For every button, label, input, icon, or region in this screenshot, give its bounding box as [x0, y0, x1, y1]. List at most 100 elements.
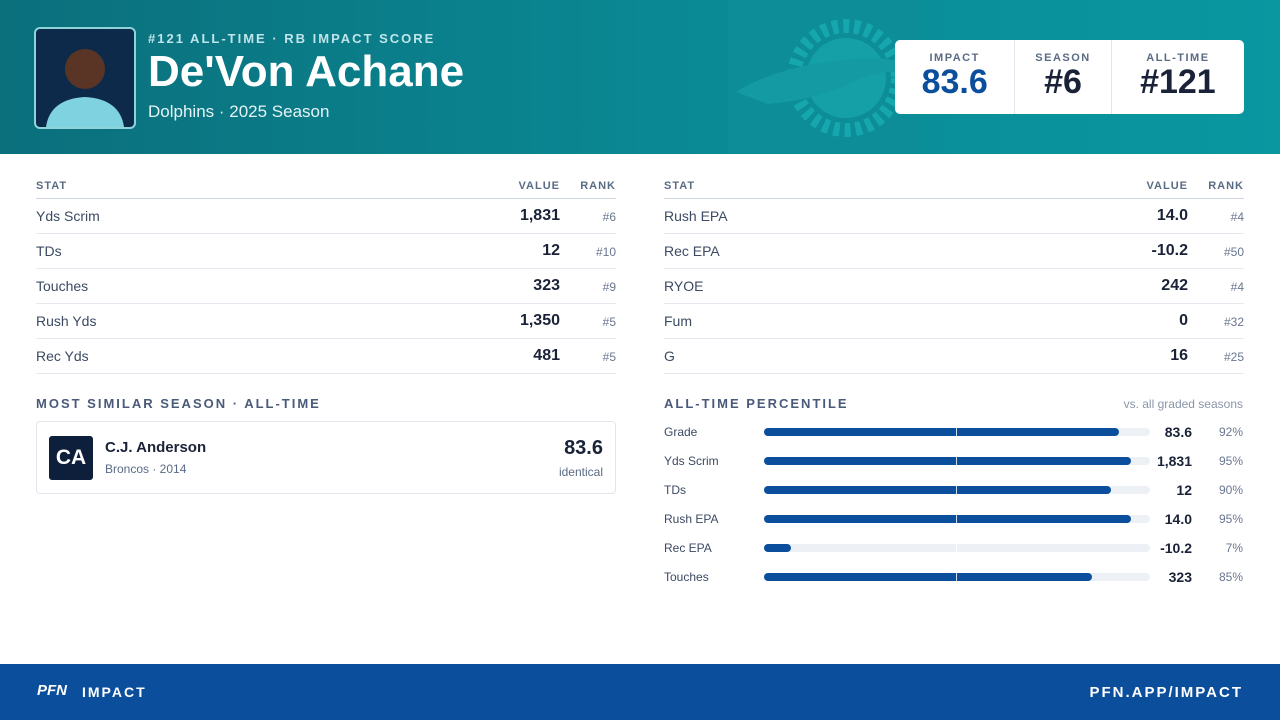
divider: [664, 198, 1244, 199]
col-header: STAT: [36, 180, 68, 192]
badge-value: #121: [1140, 63, 1216, 101]
stat-value: 12: [542, 242, 560, 259]
row-percentile: 92%: [1218, 425, 1243, 439]
stat-rank: #25: [1223, 350, 1244, 364]
stat-name: Touches: [36, 278, 89, 294]
bar: [764, 486, 1112, 494]
stat-name: TDs: [36, 243, 62, 259]
median-marker: [956, 456, 957, 466]
badge-label: ALL-TIME: [1146, 52, 1210, 64]
divider: [664, 338, 1244, 339]
row-value: 1,831: [1156, 453, 1192, 469]
stat-rank: #9: [602, 280, 616, 294]
player-name: De'Von Achane: [148, 47, 465, 96]
stat-name: Rush Yds: [36, 313, 97, 329]
row-label: Rec EPA: [664, 541, 712, 555]
row-label: Touches: [664, 570, 709, 584]
bar: [764, 428, 1120, 436]
similar-score: 83.6: [564, 437, 603, 459]
median-marker: [956, 485, 957, 495]
divider: [36, 268, 616, 269]
section-title: ALL-TIME PERCENTILE: [664, 396, 849, 411]
row-value: 14.0: [1164, 511, 1192, 527]
row-label: Yds Scrim: [664, 454, 719, 468]
stat-value: 0: [1179, 312, 1188, 329]
similar-meta: Broncos · 2014: [105, 462, 187, 476]
badge: SEASON #6: [1014, 40, 1110, 114]
similar-card: CA C.J. Anderson Broncos · 2014 83.6 identic…: [36, 421, 616, 494]
bar: [764, 573, 1093, 581]
stat-rank: #5: [602, 315, 616, 329]
stat-value: 242: [1161, 277, 1188, 294]
bar: [764, 544, 792, 552]
row-percentile: 95%: [1218, 512, 1243, 526]
stat-value: 323: [533, 277, 560, 294]
stat-value: -10.2: [1151, 242, 1188, 259]
initials: CA: [49, 436, 93, 480]
median-marker: [956, 514, 957, 524]
stat-rank: #6: [602, 210, 616, 224]
col-header: STAT: [664, 180, 696, 192]
row-value: -10.2: [1160, 540, 1192, 556]
divider: [36, 303, 616, 304]
divider: [664, 268, 1244, 269]
col-header: VALUE: [518, 180, 560, 192]
row-percentile: 85%: [1218, 570, 1243, 584]
stat-name: Rec EPA: [664, 243, 720, 259]
subtitle: Dolphins · 2025 Season: [148, 102, 330, 121]
divider: [36, 373, 616, 374]
stat-rank: #10: [595, 245, 616, 259]
median-marker: [956, 543, 957, 553]
badge-value: #6: [1044, 63, 1082, 101]
team-logo-watermark: [728, 0, 920, 154]
row-label: Grade: [664, 425, 698, 439]
section-note: vs. all graded seasons: [1123, 397, 1243, 411]
row-percentile: 95%: [1218, 454, 1243, 468]
stat-name: RYOE: [664, 278, 704, 294]
logo: PFN: [37, 682, 67, 699]
stat-value: 1,350: [519, 312, 560, 329]
badge-value: 83.6: [921, 63, 988, 101]
median-marker: [956, 427, 957, 437]
row-label: TDs: [664, 483, 686, 497]
col-header: RANK: [1208, 180, 1244, 192]
badge-label: IMPACT: [929, 52, 980, 64]
divider: [664, 233, 1244, 234]
stat-value: 481: [533, 347, 560, 364]
divider: [36, 198, 616, 199]
bar-track: [764, 544, 1150, 552]
row-percentile: 90%: [1218, 483, 1243, 497]
divider: [664, 303, 1244, 304]
median-marker: [956, 572, 957, 582]
col-header: VALUE: [1146, 180, 1188, 192]
url: PFN.APP/IMPACT: [1089, 684, 1243, 701]
row-value: 12: [1176, 482, 1192, 498]
similar-name: C.J. Anderson: [105, 439, 207, 456]
col-header: RANK: [580, 180, 616, 192]
stat-name: Rec Yds: [36, 348, 89, 364]
similar-note: identical: [558, 465, 603, 479]
row-label: Rush EPA: [664, 512, 719, 526]
stat-rank: #50: [1223, 245, 1244, 259]
badges: IMPACT 83.6 SEASON #6 ALL-TIME #121: [895, 40, 1244, 114]
stat-rank: #32: [1223, 315, 1244, 329]
stat-value: 16: [1170, 347, 1188, 364]
stat-rank: #4: [1230, 280, 1244, 294]
stat-name: Rush EPA: [664, 208, 728, 224]
divider: [664, 373, 1244, 374]
badge-label: SEASON: [1035, 52, 1091, 64]
player-photo: [34, 27, 136, 129]
row-value: 323: [1168, 569, 1192, 585]
row-percentile: 7%: [1225, 541, 1243, 555]
stat-value: 14.0: [1156, 207, 1188, 224]
brand: IMPACT: [82, 684, 147, 700]
divider: [36, 338, 616, 339]
footer: PFN IMPACT PFN.APP/IMPACT: [0, 664, 1280, 720]
badge: IMPACT 83.6: [895, 40, 1014, 114]
row-value: 83.6: [1164, 424, 1192, 440]
stat-name: Fum: [664, 313, 692, 329]
stat-value: 1,831: [519, 207, 560, 224]
bar: [764, 515, 1131, 523]
section-title: MOST SIMILAR SEASON · ALL-TIME: [36, 396, 321, 411]
